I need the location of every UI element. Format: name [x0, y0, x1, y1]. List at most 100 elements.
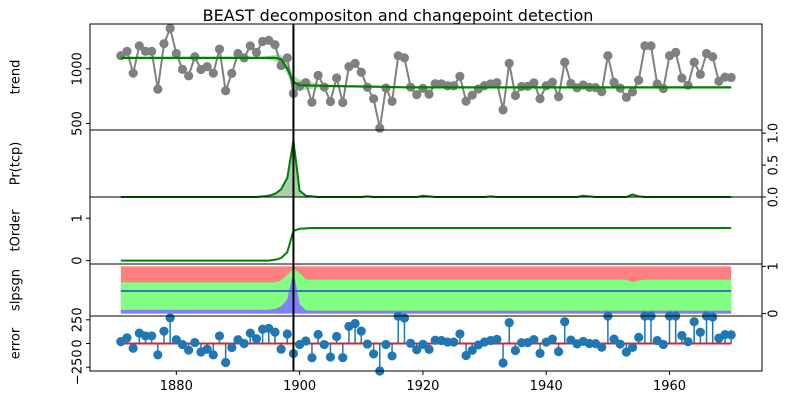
panel-ylabel: tOrder: [9, 209, 24, 252]
observed-point: [375, 123, 385, 133]
panel-slpsgn: [89, 263, 766, 317]
torder-line: [120, 227, 732, 262]
observed-point: [134, 41, 144, 51]
error-point: [362, 339, 373, 349]
observed-point: [560, 57, 570, 67]
observed-point: [165, 23, 175, 33]
observed-point: [621, 92, 631, 102]
observed-point: [381, 83, 391, 93]
observed-point: [307, 97, 317, 107]
error-point: [177, 339, 188, 350]
observed-point: [319, 82, 329, 92]
observed-point: [553, 92, 564, 102]
observed-point: [547, 77, 557, 87]
error-point: [184, 345, 194, 355]
y-tick-label: 1000: [71, 52, 86, 85]
error-point: [147, 331, 157, 341]
error-point: [399, 313, 410, 323]
observed-point: [498, 105, 508, 115]
error-point: [153, 350, 163, 360]
panel-ylabel: Pr(tcp): [9, 142, 24, 186]
y-tick-label: 0: [71, 339, 86, 347]
error-point: [301, 336, 311, 346]
error-point: [708, 312, 718, 322]
error-point: [221, 357, 231, 368]
x-tick-label: 1900: [283, 379, 316, 394]
error-point: [467, 345, 477, 355]
error-point: [424, 344, 434, 354]
observed-point: [510, 90, 520, 101]
observed-point: [313, 70, 323, 80]
error-point: [270, 327, 280, 337]
observed-point: [677, 73, 687, 83]
observed-point: [368, 94, 379, 104]
error-point: [689, 317, 699, 327]
y-tick-label: 250: [71, 307, 86, 332]
observed-point: [455, 71, 465, 81]
observed-point: [153, 84, 163, 94]
observed-point: [208, 68, 218, 78]
chart-title: BEAST decompositon and changepoint detec…: [203, 6, 594, 25]
error-point: [381, 339, 391, 350]
error-point: [356, 326, 366, 336]
y-tick-label: 500: [71, 111, 86, 136]
observed-point: [424, 89, 434, 99]
observed-point: [399, 53, 410, 63]
panel-torder: [86, 196, 763, 265]
error-point: [405, 338, 416, 348]
error-point: [307, 353, 317, 363]
error-point: [418, 339, 428, 349]
x-tick-label: 1940: [530, 379, 563, 394]
error-point: [634, 332, 644, 342]
error-point: [245, 328, 255, 338]
observed-point: [171, 48, 181, 59]
observed-point: [609, 77, 619, 87]
y-tick-label: 1.0: [767, 123, 782, 144]
error-point: [251, 334, 262, 344]
observed-point: [449, 81, 459, 91]
error-point: [658, 339, 668, 350]
error-point: [387, 351, 397, 361]
observed-point: [461, 96, 471, 106]
error-point: [553, 347, 564, 357]
observed-point: [529, 78, 539, 88]
error-point: [492, 334, 502, 344]
observed-point: [147, 46, 157, 56]
x-tick-label: 1880: [160, 379, 193, 394]
error-point: [695, 327, 705, 337]
y-tick-label: 0.5: [767, 155, 782, 176]
observed-point: [646, 41, 656, 51]
observed-point: [177, 64, 188, 74]
observed-point: [535, 94, 545, 104]
observed-point: [356, 67, 366, 77]
observed-point: [689, 57, 699, 67]
y-tick-label: 1: [71, 214, 86, 222]
observed-point: [671, 47, 681, 58]
observed-point: [325, 96, 336, 107]
observed-point: [504, 58, 514, 68]
observed-point: [695, 69, 705, 79]
observed-point: [492, 77, 502, 88]
observed-point: [708, 52, 718, 62]
panel-frame: [89, 196, 763, 265]
error-point: [683, 337, 693, 347]
error-point: [510, 345, 520, 356]
panel-error: [86, 311, 763, 376]
error-point: [535, 348, 545, 358]
observed-point: [128, 68, 138, 78]
y-tick-label: −250: [71, 349, 86, 385]
error-point: [202, 344, 212, 354]
y-tick-label: 0: [71, 256, 86, 264]
error-point: [615, 339, 625, 349]
y-tick-label: 0.0: [767, 187, 782, 208]
observed-point: [597, 87, 607, 97]
observed-point: [603, 51, 613, 61]
panel-ylabel: slpsgn: [9, 269, 24, 311]
slope-zero-area: [120, 268, 732, 311]
error-point: [597, 342, 607, 352]
error-point: [677, 330, 687, 341]
error-point: [547, 334, 557, 344]
panels: 500 1000 trend 0.0 0.5 1.0 Pr(tcp) 0 1 tOrder 0 1 sl…: [9, 23, 782, 394]
observed-point: [683, 80, 693, 90]
